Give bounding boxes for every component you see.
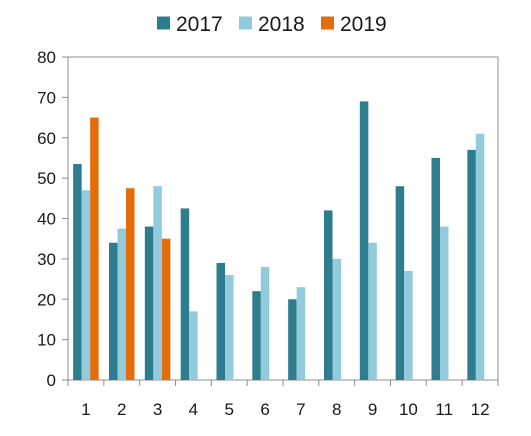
bar-2018-9 [368, 242, 377, 380]
x-tick-label: 12 [471, 400, 490, 419]
bar-2017-5 [216, 262, 225, 380]
x-tick-label: 8 [332, 400, 341, 419]
bar-2017-6 [252, 291, 261, 380]
x-tick-label: 4 [189, 400, 198, 419]
y-tick-label: 50 [37, 169, 56, 188]
legend: 2017 2018 2019 [157, 13, 387, 36]
y-tick-label: 30 [37, 250, 56, 269]
y-tick-label: 80 [37, 48, 56, 67]
bar-2018-10 [404, 270, 413, 380]
x-axis: 1 2 3 4 5 6 7 8 9 10 11 12 [67, 380, 499, 419]
bar-2017-4 [180, 208, 190, 380]
legend-item-2018: 2018 [239, 13, 305, 36]
bars [73, 101, 485, 380]
y-axis: 0 10 20 30 40 50 60 70 80 [37, 48, 68, 390]
x-tick-label: 2 [117, 400, 126, 419]
x-tick-label: 7 [296, 400, 305, 419]
y-tick-label: 70 [37, 88, 56, 107]
bar-2017-2 [109, 242, 118, 380]
x-tick-label: 10 [399, 400, 418, 419]
x-tick-label: 9 [368, 400, 377, 419]
bar-2018-4 [189, 311, 198, 380]
x-tick-label: 3 [153, 400, 162, 419]
legend-label: 2017 [176, 13, 223, 36]
bar-2019-3 [161, 238, 171, 380]
bar-2017-11 [431, 157, 440, 380]
bar-2018-7 [296, 287, 306, 380]
y-tick-label: 40 [37, 210, 56, 229]
bar-2019-2 [126, 188, 135, 380]
legend-label: 2019 [340, 13, 387, 36]
y-tick-label: 0 [47, 371, 56, 390]
x-tick-label: 5 [225, 400, 234, 419]
bar-2017-3 [144, 226, 154, 380]
bar-2017-8 [324, 210, 333, 380]
legend-swatch [239, 16, 252, 30]
bar-2018-6 [260, 266, 270, 380]
bar-2018-1 [81, 190, 91, 380]
legend-swatch [157, 16, 170, 30]
bar-2018-3 [153, 186, 162, 380]
bar-2018-2 [117, 228, 126, 380]
x-tick-label: 11 [435, 400, 453, 419]
bar-2017-7 [288, 299, 297, 380]
y-tick-label: 10 [37, 331, 56, 350]
y-tick-label: 20 [37, 290, 56, 309]
bar-2018-8 [332, 258, 341, 380]
x-tick-label: 1 [81, 400, 90, 419]
legend-item-2019: 2019 [321, 13, 387, 36]
bar-2019-1 [90, 117, 99, 380]
bar-2017-10 [395, 186, 405, 380]
legend-item-2017: 2017 [157, 13, 223, 36]
bar-2017-1 [73, 163, 82, 380]
bar-2017-9 [359, 101, 369, 380]
legend-swatch [321, 16, 334, 30]
bar-2018-12 [475, 133, 485, 380]
legend-label: 2018 [258, 13, 305, 36]
y-tick-label: 60 [37, 129, 56, 148]
x-tick-label: 6 [260, 400, 269, 419]
bar-2018-5 [225, 275, 234, 380]
bar-2017-12 [467, 149, 476, 380]
bar-2018-11 [440, 226, 449, 380]
